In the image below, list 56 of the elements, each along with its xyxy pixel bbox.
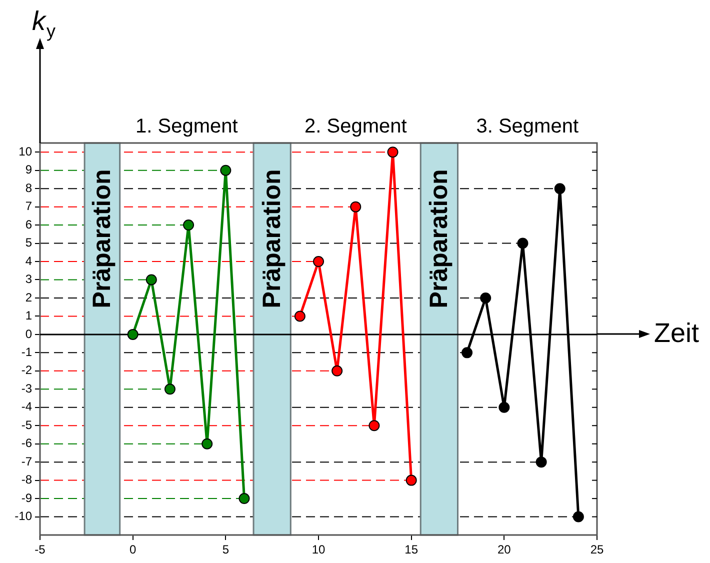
y-tick-label: -4 <box>21 400 32 414</box>
y-tick-label: 7 <box>25 199 32 214</box>
point <box>387 146 398 158</box>
band-label: Präparation <box>88 169 116 308</box>
y-tick-label: 8 <box>25 180 32 195</box>
point <box>498 402 510 413</box>
y-tick-label: -9 <box>21 490 32 505</box>
y-tick-label: -6 <box>21 436 32 450</box>
x-tick-label: 5 <box>222 542 230 557</box>
point <box>313 256 324 268</box>
point <box>183 220 194 231</box>
point <box>572 511 584 522</box>
x-axis-title: Zeit <box>654 318 700 348</box>
point <box>462 347 473 358</box>
point <box>220 164 232 176</box>
point <box>127 328 138 340</box>
point <box>202 438 213 450</box>
y-tick-label: 1 <box>25 308 32 323</box>
y-tick-label: 4 <box>25 254 32 268</box>
band-label: Präparation <box>425 169 454 308</box>
y-tick-label: -8 <box>21 472 32 487</box>
point <box>517 238 528 249</box>
y-tick-label: 2 <box>25 290 32 304</box>
point <box>480 292 492 304</box>
y-tick-label: 9 <box>25 162 32 177</box>
text: 2. Segment <box>304 116 408 138</box>
text: 1. Segment <box>136 116 238 138</box>
y-tick-label: 0 <box>25 326 32 341</box>
y-tick-label: -10 <box>14 509 32 524</box>
x-tick-label: 20 <box>497 542 512 557</box>
point <box>368 420 380 432</box>
band-label: Präparation <box>258 169 286 308</box>
x-tick-label: 0 <box>129 542 136 557</box>
point <box>238 493 250 504</box>
y-tick-label: 10 <box>18 144 32 158</box>
y-tick-label: -1 <box>21 344 32 359</box>
point <box>294 310 306 322</box>
text: 3. Segment <box>476 116 579 138</box>
point <box>406 474 417 486</box>
x-tick-label: 15 <box>404 542 418 557</box>
y-tick-label: -2 <box>21 363 32 378</box>
x-tick-label: 25 <box>590 542 604 557</box>
y-tick-label: 3 <box>25 272 32 286</box>
y-tick-label: 6 <box>25 217 32 232</box>
y-tick-label: 5 <box>25 236 32 250</box>
y-tick-label: -7 <box>21 454 32 468</box>
point <box>350 201 362 212</box>
point <box>554 183 566 194</box>
point <box>146 274 157 286</box>
point <box>536 456 547 468</box>
x-tick-label: -5 <box>34 542 46 557</box>
y-tick-label: -5 <box>21 418 32 432</box>
point <box>332 365 343 376</box>
y-tick-label: -3 <box>21 381 32 396</box>
point <box>164 384 176 395</box>
x-tick-label: 10 <box>312 542 326 557</box>
